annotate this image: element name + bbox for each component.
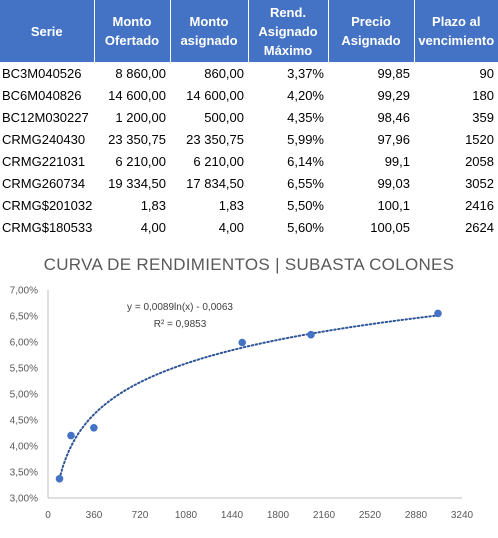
chart-title: CURVA DE RENDIMIENTOS | SUBASTA COLONES <box>43 255 455 274</box>
cell-precio: 98,46 <box>377 109 410 125</box>
cell-rendimiento: 5,50% <box>287 197 324 213</box>
x-tick-label: 2520 <box>359 510 382 521</box>
header-monto-ofertado: Monto Ofertado <box>94 0 171 62</box>
y-tick-label: 6,00% <box>10 338 38 349</box>
cell-plazo: 1520 <box>465 131 494 147</box>
x-tick-label: 0 <box>45 510 51 521</box>
cell-plazo: 180 <box>472 87 494 103</box>
cell-rendimiento: 4,35% <box>287 109 324 125</box>
x-tick-label: 1080 <box>175 510 198 521</box>
cell-ofertado: 6 210,00 <box>115 153 166 169</box>
cell-asignado: 4,00 <box>218 219 244 235</box>
cell-serie: CRMG221031 <box>2 153 86 169</box>
cell-ofertado: 1 200,00 <box>115 109 166 125</box>
y-tick-label: 6,50% <box>10 312 38 323</box>
cell-precio: 99,29 <box>377 87 410 103</box>
table-row: BC3M040526 8 860,00 860,00 3,37% 99,85 90 <box>0 62 498 84</box>
cell-ofertado: 23 350,75 <box>108 131 166 147</box>
cell-plazo: 359 <box>472 109 494 125</box>
cell-precio: 97,96 <box>377 131 410 147</box>
data-point <box>307 330 315 339</box>
cell-serie: CRMG$180533 <box>2 219 93 235</box>
x-tick-label: 2880 <box>405 510 428 521</box>
table-row: CRMG$201032 1,83 1,83 5,50% 100,1 2416 <box>0 194 498 216</box>
data-point <box>434 309 442 318</box>
trendline-r-squared: R² = 0,9853 <box>154 319 207 330</box>
cell-plazo: 2058 <box>465 153 494 169</box>
y-tick-label: 3,00% <box>10 494 38 505</box>
y-tick-label: 3,50% <box>10 468 38 479</box>
cell-rendimiento: 6,14% <box>287 153 324 169</box>
x-tick-label: 1440 <box>221 510 244 521</box>
cell-serie: CRMG240430 <box>2 131 86 147</box>
cell-asignado: 6 210,00 <box>193 153 244 169</box>
cell-rendimiento: 5,60% <box>287 219 324 235</box>
cell-serie: BC12M030227 <box>2 109 89 125</box>
cell-asignado: 500,00 <box>204 109 244 125</box>
cell-precio: 99,03 <box>377 175 410 191</box>
table-row: CRMG221031 6 210,00 6 210,00 6,14% 99,1 2058 <box>0 150 498 172</box>
cell-ofertado: 1,83 <box>140 197 166 213</box>
table-row: BC6M040826 14 600,00 14 600,00 4,20% 99,29 18… <box>0 84 498 106</box>
cell-plazo: 2624 <box>465 219 494 235</box>
cell-plazo: 2416 <box>465 197 494 213</box>
cell-precio: 100,05 <box>370 219 410 235</box>
cell-asignado: 23 350,75 <box>186 131 244 147</box>
cell-precio: 99,1 <box>384 153 410 169</box>
cell-ofertado: 4,00 <box>140 219 166 235</box>
cell-plazo: 90 <box>479 65 494 81</box>
cell-ofertado: 14 600,00 <box>108 87 166 103</box>
yield-curve-chart: 3,00% 3,50% 4,00% 4,50% 5,00% 5,50% 6,00% 6,50%… <box>10 286 474 522</box>
table-row: CRMG240430 23 350,75 23 350,75 5,99% 97,96 15… <box>0 128 498 150</box>
table-row: CRMG260734 19 334,50 17 834,50 6,55% 99,03 30… <box>0 172 498 194</box>
auction-results-table: Serie Monto Ofertado Monto asignado Rend. A… <box>0 0 498 238</box>
data-point <box>90 424 98 432</box>
x-tick-label: 360 <box>86 510 103 521</box>
trendline <box>58 314 439 480</box>
cell-serie: BC3M040526 <box>2 65 82 81</box>
header-monto-asignado: Monto asignado <box>170 0 249 62</box>
data-point <box>67 431 75 440</box>
trendline-equation: y = 0,0089ln(x) - 0,0063 <box>127 302 233 313</box>
cell-asignado: 860,00 <box>204 65 244 81</box>
y-tick-label: 5,50% <box>10 364 38 375</box>
y-tick-label: 7,00% <box>10 286 38 297</box>
cell-precio: 100,1 <box>377 197 410 213</box>
cell-asignado: 14 600,00 <box>186 87 244 103</box>
header-plazo: Plazo al vencimiento <box>414 0 498 62</box>
cell-serie: BC6M040826 <box>2 87 82 103</box>
data-point <box>55 474 64 483</box>
table-row: CRMG$180533 4,00 4,00 5,60% 100,05 2624 <box>0 216 498 238</box>
y-tick-label: 4,00% <box>10 442 38 453</box>
x-tick-label: 720 <box>132 510 149 521</box>
x-tick-label: 3240 <box>451 510 474 521</box>
cell-asignado: 1,83 <box>218 197 244 213</box>
table-row: BC12M030227 1 200,00 500,00 4,35% 98,46 359 <box>0 106 498 128</box>
header-precio: Precio Asignado <box>328 0 415 62</box>
cell-precio: 99,85 <box>377 65 410 81</box>
header-serie: Serie <box>0 0 95 62</box>
header-rendimiento: Rend. Asignado Máximo <box>248 0 329 62</box>
data-point <box>238 338 247 347</box>
y-tick-label: 5,00% <box>10 390 38 401</box>
x-tick-label: 2160 <box>313 510 336 521</box>
cell-rendimiento: 3,37% <box>287 65 324 81</box>
cell-asignado: 17 834,50 <box>186 175 244 191</box>
cell-plazo: 3052 <box>465 175 494 191</box>
y-tick-label: 4,50% <box>10 416 38 427</box>
cell-serie: CRMG260734 <box>2 175 86 191</box>
cell-ofertado: 8 860,00 <box>115 65 166 81</box>
cell-rendimiento: 4,20% <box>287 87 324 103</box>
table-header-row: Serie Monto Ofertado Monto asignado Rend. A… <box>0 0 498 62</box>
cell-ofertado: 19 334,50 <box>108 175 166 191</box>
cell-rendimiento: 5,99% <box>287 131 324 147</box>
cell-serie: CRMG$201032 <box>2 197 93 213</box>
cell-rendimiento: 6,55% <box>287 175 324 191</box>
x-tick-label: 1800 <box>267 510 290 521</box>
